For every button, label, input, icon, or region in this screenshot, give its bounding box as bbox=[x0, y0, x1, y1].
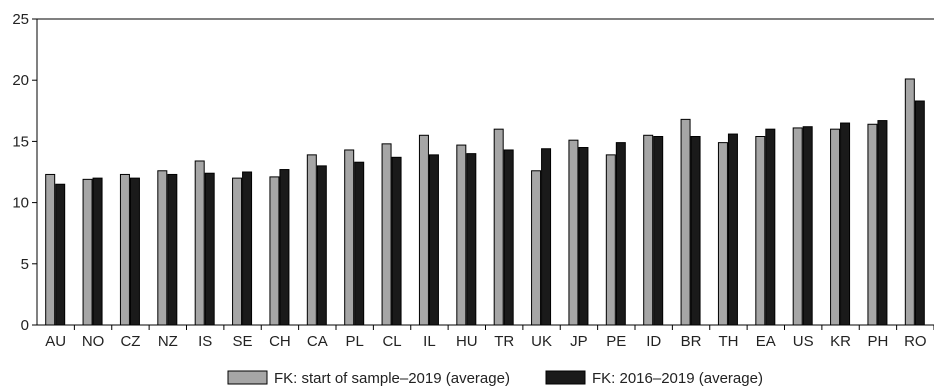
bar-NO-series-1 bbox=[82, 178, 93, 326]
bar-CL-series-1 bbox=[381, 143, 392, 326]
x-tick-label: NO bbox=[82, 333, 105, 350]
legend-swatch-series-1 bbox=[227, 370, 268, 385]
x-tick-label: UK bbox=[531, 333, 552, 350]
x-tick-label: NZ bbox=[158, 333, 178, 350]
legend-label-series-2: FK: 2016–2019 (average) bbox=[592, 370, 763, 387]
bar-TR-series-1 bbox=[493, 128, 504, 326]
x-tick-label: AU bbox=[45, 333, 66, 350]
x-tick-label: JP bbox=[570, 333, 588, 350]
x-tick-label: EA bbox=[756, 333, 776, 350]
x-tick-label: PH bbox=[868, 333, 889, 350]
bar-BR-series-1 bbox=[680, 118, 691, 326]
x-tick-label: KR bbox=[830, 333, 851, 350]
bar-PE-series-2 bbox=[615, 142, 626, 326]
bar-CA-series-2 bbox=[316, 165, 327, 326]
x-tick-label: US bbox=[793, 333, 814, 350]
bar-EA-series-2 bbox=[765, 128, 776, 326]
bar-RO-series-1 bbox=[904, 78, 915, 326]
y-axis: 0 5 10 15 20 25 bbox=[12, 11, 37, 334]
bar-IL-series-1 bbox=[418, 134, 429, 326]
x-tick-label: PL bbox=[346, 333, 364, 350]
x-tick-label: CL bbox=[382, 333, 401, 350]
bar-KR-series-2 bbox=[840, 122, 851, 326]
bar-KR-series-1 bbox=[830, 128, 841, 326]
bar-CL-series-2 bbox=[391, 156, 402, 326]
bar-NZ-series-1 bbox=[157, 170, 168, 326]
y-tick-label: 5 bbox=[21, 256, 29, 273]
bar-EA-series-1 bbox=[755, 136, 766, 326]
bar-BR-series-2 bbox=[690, 136, 701, 326]
x-tick-label: IS bbox=[198, 333, 212, 350]
bar-CH-series-1 bbox=[269, 176, 280, 326]
bar-ID-series-2 bbox=[653, 136, 664, 326]
bars bbox=[45, 78, 925, 326]
bar-JP-series-2 bbox=[578, 147, 589, 326]
bar-TH-series-1 bbox=[717, 142, 728, 326]
bar-AU-series-2 bbox=[55, 183, 66, 326]
bar-PH-series-2 bbox=[877, 120, 888, 326]
bar-CA-series-1 bbox=[306, 154, 317, 326]
bar-US-series-1 bbox=[792, 127, 803, 326]
bar-NZ-series-2 bbox=[167, 173, 178, 326]
bar-IS-series-1 bbox=[194, 160, 205, 326]
y-tick-label: 20 bbox=[12, 72, 29, 89]
bar-RO-series-2 bbox=[914, 100, 925, 326]
x-tick-label: BR bbox=[681, 333, 702, 350]
legend-label-series-1: FK: start of sample–2019 (average) bbox=[274, 370, 510, 387]
x-tick-label: CA bbox=[307, 333, 328, 350]
bar-CZ-series-2 bbox=[129, 177, 140, 326]
y-tick-label: 10 bbox=[12, 195, 29, 212]
bar-SE-series-2 bbox=[242, 171, 253, 326]
bar-PH-series-1 bbox=[867, 123, 878, 326]
bar-IS-series-2 bbox=[204, 172, 215, 326]
legend-swatch-series-2 bbox=[545, 370, 586, 385]
y-tick-label: 25 bbox=[12, 11, 29, 28]
bar-PL-series-2 bbox=[354, 161, 365, 326]
x-tick-label: IL bbox=[423, 333, 436, 350]
x-tick-label: HU bbox=[456, 333, 478, 350]
bar-HU-series-2 bbox=[466, 153, 477, 326]
x-tick-label: ID bbox=[646, 333, 661, 350]
bar-IL-series-2 bbox=[428, 154, 439, 326]
x-tick-label: PE bbox=[606, 333, 626, 350]
bar-JP-series-1 bbox=[568, 139, 579, 326]
y-tick-label: 15 bbox=[12, 133, 29, 150]
bar-TR-series-2 bbox=[503, 149, 514, 326]
x-tick-label: CH bbox=[269, 333, 291, 350]
bar-UK-series-2 bbox=[541, 148, 552, 326]
bar-HU-series-1 bbox=[456, 144, 467, 326]
x-axis: AU NO CZ NZ IS SE CH CA PL CL IL HU TR UK JP PE ID BR TH EA… bbox=[45, 325, 934, 350]
x-tick-label: SE bbox=[233, 333, 253, 350]
bar-UK-series-1 bbox=[531, 170, 542, 326]
bar-US-series-2 bbox=[802, 126, 813, 326]
y-tick-label: 0 bbox=[21, 317, 29, 334]
bar-NO-series-2 bbox=[92, 177, 103, 326]
bar-PL-series-1 bbox=[344, 149, 355, 326]
x-tick-label: TH bbox=[718, 333, 738, 350]
bar-PE-series-1 bbox=[605, 154, 616, 326]
x-tick-label: CZ bbox=[120, 333, 140, 350]
bar-ID-series-1 bbox=[643, 134, 654, 326]
legend: FK: start of sample–2019 (average) FK: 2… bbox=[227, 370, 763, 387]
x-tick-label: RO bbox=[904, 333, 927, 350]
bar-CZ-series-1 bbox=[119, 173, 130, 326]
bar-SE-series-1 bbox=[232, 177, 243, 326]
bar-AU-series-1 bbox=[45, 173, 56, 326]
bar-TH-series-2 bbox=[727, 133, 738, 326]
x-tick-label: TR bbox=[494, 333, 514, 350]
bar-CH-series-2 bbox=[279, 169, 290, 326]
